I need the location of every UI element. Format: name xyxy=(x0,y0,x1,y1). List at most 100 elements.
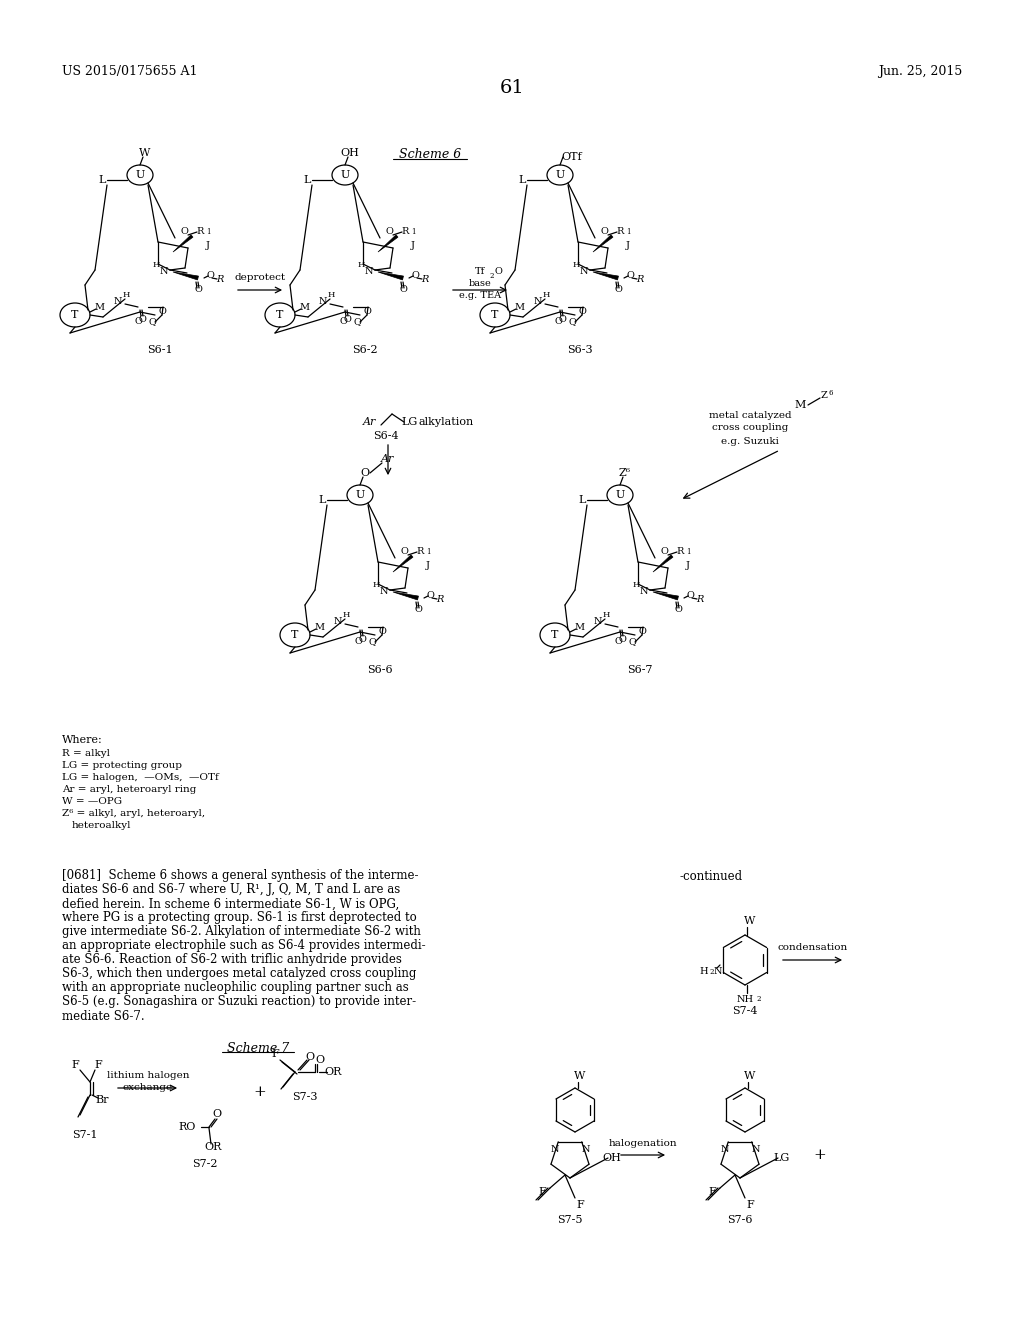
Text: O: O xyxy=(195,285,202,294)
Text: W = —OPG: W = —OPG xyxy=(62,797,122,807)
Text: deprotect: deprotect xyxy=(234,273,286,282)
Polygon shape xyxy=(653,554,673,572)
Text: H: H xyxy=(357,261,365,269)
Text: S7-1: S7-1 xyxy=(73,1130,97,1140)
Text: O: O xyxy=(212,1109,221,1119)
Text: O: O xyxy=(358,635,366,644)
Text: L: L xyxy=(318,495,326,506)
Text: O: O xyxy=(305,1052,314,1063)
Text: 1: 1 xyxy=(206,228,210,236)
Text: R: R xyxy=(401,227,409,236)
Text: Tf: Tf xyxy=(475,268,485,276)
Polygon shape xyxy=(653,591,679,601)
Text: metal catalyzed: metal catalyzed xyxy=(709,411,792,420)
Text: diates S6-6 and S6-7 where U, R¹, J, Q, M, T and L are as: diates S6-6 and S6-7 where U, R¹, J, Q, … xyxy=(62,883,400,896)
Text: O: O xyxy=(378,627,386,636)
Text: H: H xyxy=(153,261,160,269)
Text: M: M xyxy=(795,400,806,411)
Text: 61: 61 xyxy=(500,79,524,96)
Text: W: W xyxy=(574,1071,586,1081)
Text: T: T xyxy=(72,310,79,319)
Text: F: F xyxy=(746,1200,754,1210)
Text: OH: OH xyxy=(341,148,359,158)
Text: O: O xyxy=(558,314,566,323)
Text: O: O xyxy=(399,285,407,294)
Text: S7-6: S7-6 xyxy=(727,1214,753,1225)
Text: F: F xyxy=(539,1187,546,1197)
Text: N: N xyxy=(114,297,122,306)
Text: O: O xyxy=(614,638,622,647)
Text: H: H xyxy=(122,290,130,300)
Text: lithium halogen: lithium halogen xyxy=(106,1071,189,1080)
Text: Q: Q xyxy=(353,318,360,326)
Text: O: O xyxy=(411,271,419,280)
Text: O: O xyxy=(364,308,371,317)
Text: O: O xyxy=(579,308,586,317)
Text: S6-7: S6-7 xyxy=(628,665,652,675)
Text: defied herein. In scheme 6 intermediate S6-1, W is OPG,: defied herein. In scheme 6 intermediate … xyxy=(62,898,399,911)
Text: U: U xyxy=(615,490,625,500)
Text: R: R xyxy=(616,227,624,236)
Text: M: M xyxy=(515,302,525,312)
Text: N: N xyxy=(582,1146,590,1155)
Polygon shape xyxy=(593,235,613,252)
Text: S6-4: S6-4 xyxy=(373,432,398,441)
Text: O: O xyxy=(354,638,361,647)
Text: Ar = aryl, heteroaryl ring: Ar = aryl, heteroaryl ring xyxy=(62,785,197,795)
Text: R: R xyxy=(417,548,424,557)
Polygon shape xyxy=(173,272,199,280)
Text: Q: Q xyxy=(628,638,636,647)
Text: N: N xyxy=(580,267,588,276)
Text: U: U xyxy=(340,170,349,180)
Text: [0681]  Scheme 6 shows a general synthesis of the interme-: [0681] Scheme 6 shows a general synthesi… xyxy=(62,870,419,883)
Text: O: O xyxy=(385,227,393,236)
Text: base: base xyxy=(469,280,492,289)
Text: R: R xyxy=(197,227,204,236)
Text: +: + xyxy=(254,1085,266,1100)
Text: O: O xyxy=(626,271,634,280)
Text: M: M xyxy=(95,302,105,312)
Text: S7-3: S7-3 xyxy=(292,1092,317,1102)
Text: ate S6-6. Reaction of S6-2 with triflic anhydride provides: ate S6-6. Reaction of S6-2 with triflic … xyxy=(62,953,401,966)
Text: L: L xyxy=(579,495,586,506)
Text: US 2015/0175655 A1: US 2015/0175655 A1 xyxy=(62,66,198,78)
Text: O: O xyxy=(638,627,646,636)
Text: R: R xyxy=(436,595,443,605)
Text: N: N xyxy=(551,1146,559,1155)
Text: O: O xyxy=(686,590,694,599)
Text: S6-2: S6-2 xyxy=(352,345,378,355)
Text: OH: OH xyxy=(602,1152,622,1163)
Text: H: H xyxy=(543,290,550,300)
Text: Ar: Ar xyxy=(381,454,394,465)
Text: N: N xyxy=(365,267,374,276)
Text: +: + xyxy=(814,1148,826,1162)
Text: W: W xyxy=(744,1071,756,1081)
Text: LG = halogen,  —OMs,  —OTf: LG = halogen, —OMs, —OTf xyxy=(62,774,219,783)
Text: O: O xyxy=(343,314,351,323)
Text: O: O xyxy=(339,318,347,326)
Text: O: O xyxy=(400,548,408,557)
Text: cross coupling: cross coupling xyxy=(712,424,788,433)
Text: S6-5 (e.g. Sonagashira or Suzuki reaction) to provide inter-: S6-5 (e.g. Sonagashira or Suzuki reactio… xyxy=(62,995,416,1008)
Text: O: O xyxy=(138,314,146,323)
Text: where PG is a protecting group. S6-1 is first deprotected to: where PG is a protecting group. S6-1 is … xyxy=(62,912,417,924)
Text: R: R xyxy=(676,548,684,557)
Text: R = alkyl: R = alkyl xyxy=(62,750,110,759)
Text: an appropriate electrophile such as S6-4 provides intermedi-: an appropriate electrophile such as S6-4… xyxy=(62,940,426,953)
Polygon shape xyxy=(393,591,419,601)
Text: N: N xyxy=(714,968,722,977)
Polygon shape xyxy=(378,272,403,280)
Text: O: O xyxy=(360,469,370,478)
Text: O: O xyxy=(315,1055,325,1065)
Text: O: O xyxy=(134,318,142,326)
Text: condensation: condensation xyxy=(778,944,848,953)
Text: O: O xyxy=(614,285,622,294)
Text: O: O xyxy=(554,318,562,326)
Text: give intermediate S6-2. Alkylation of intermediate S6-2 with: give intermediate S6-2. Alkylation of in… xyxy=(62,925,421,939)
Text: S7-5: S7-5 xyxy=(557,1214,583,1225)
Text: N: N xyxy=(318,297,328,306)
Text: W: W xyxy=(139,148,151,158)
Text: Z⁶ = alkyl, aryl, heteroaryl,: Z⁶ = alkyl, aryl, heteroaryl, xyxy=(62,809,205,818)
Text: Scheme 6: Scheme 6 xyxy=(399,149,461,161)
Text: O: O xyxy=(426,590,434,599)
